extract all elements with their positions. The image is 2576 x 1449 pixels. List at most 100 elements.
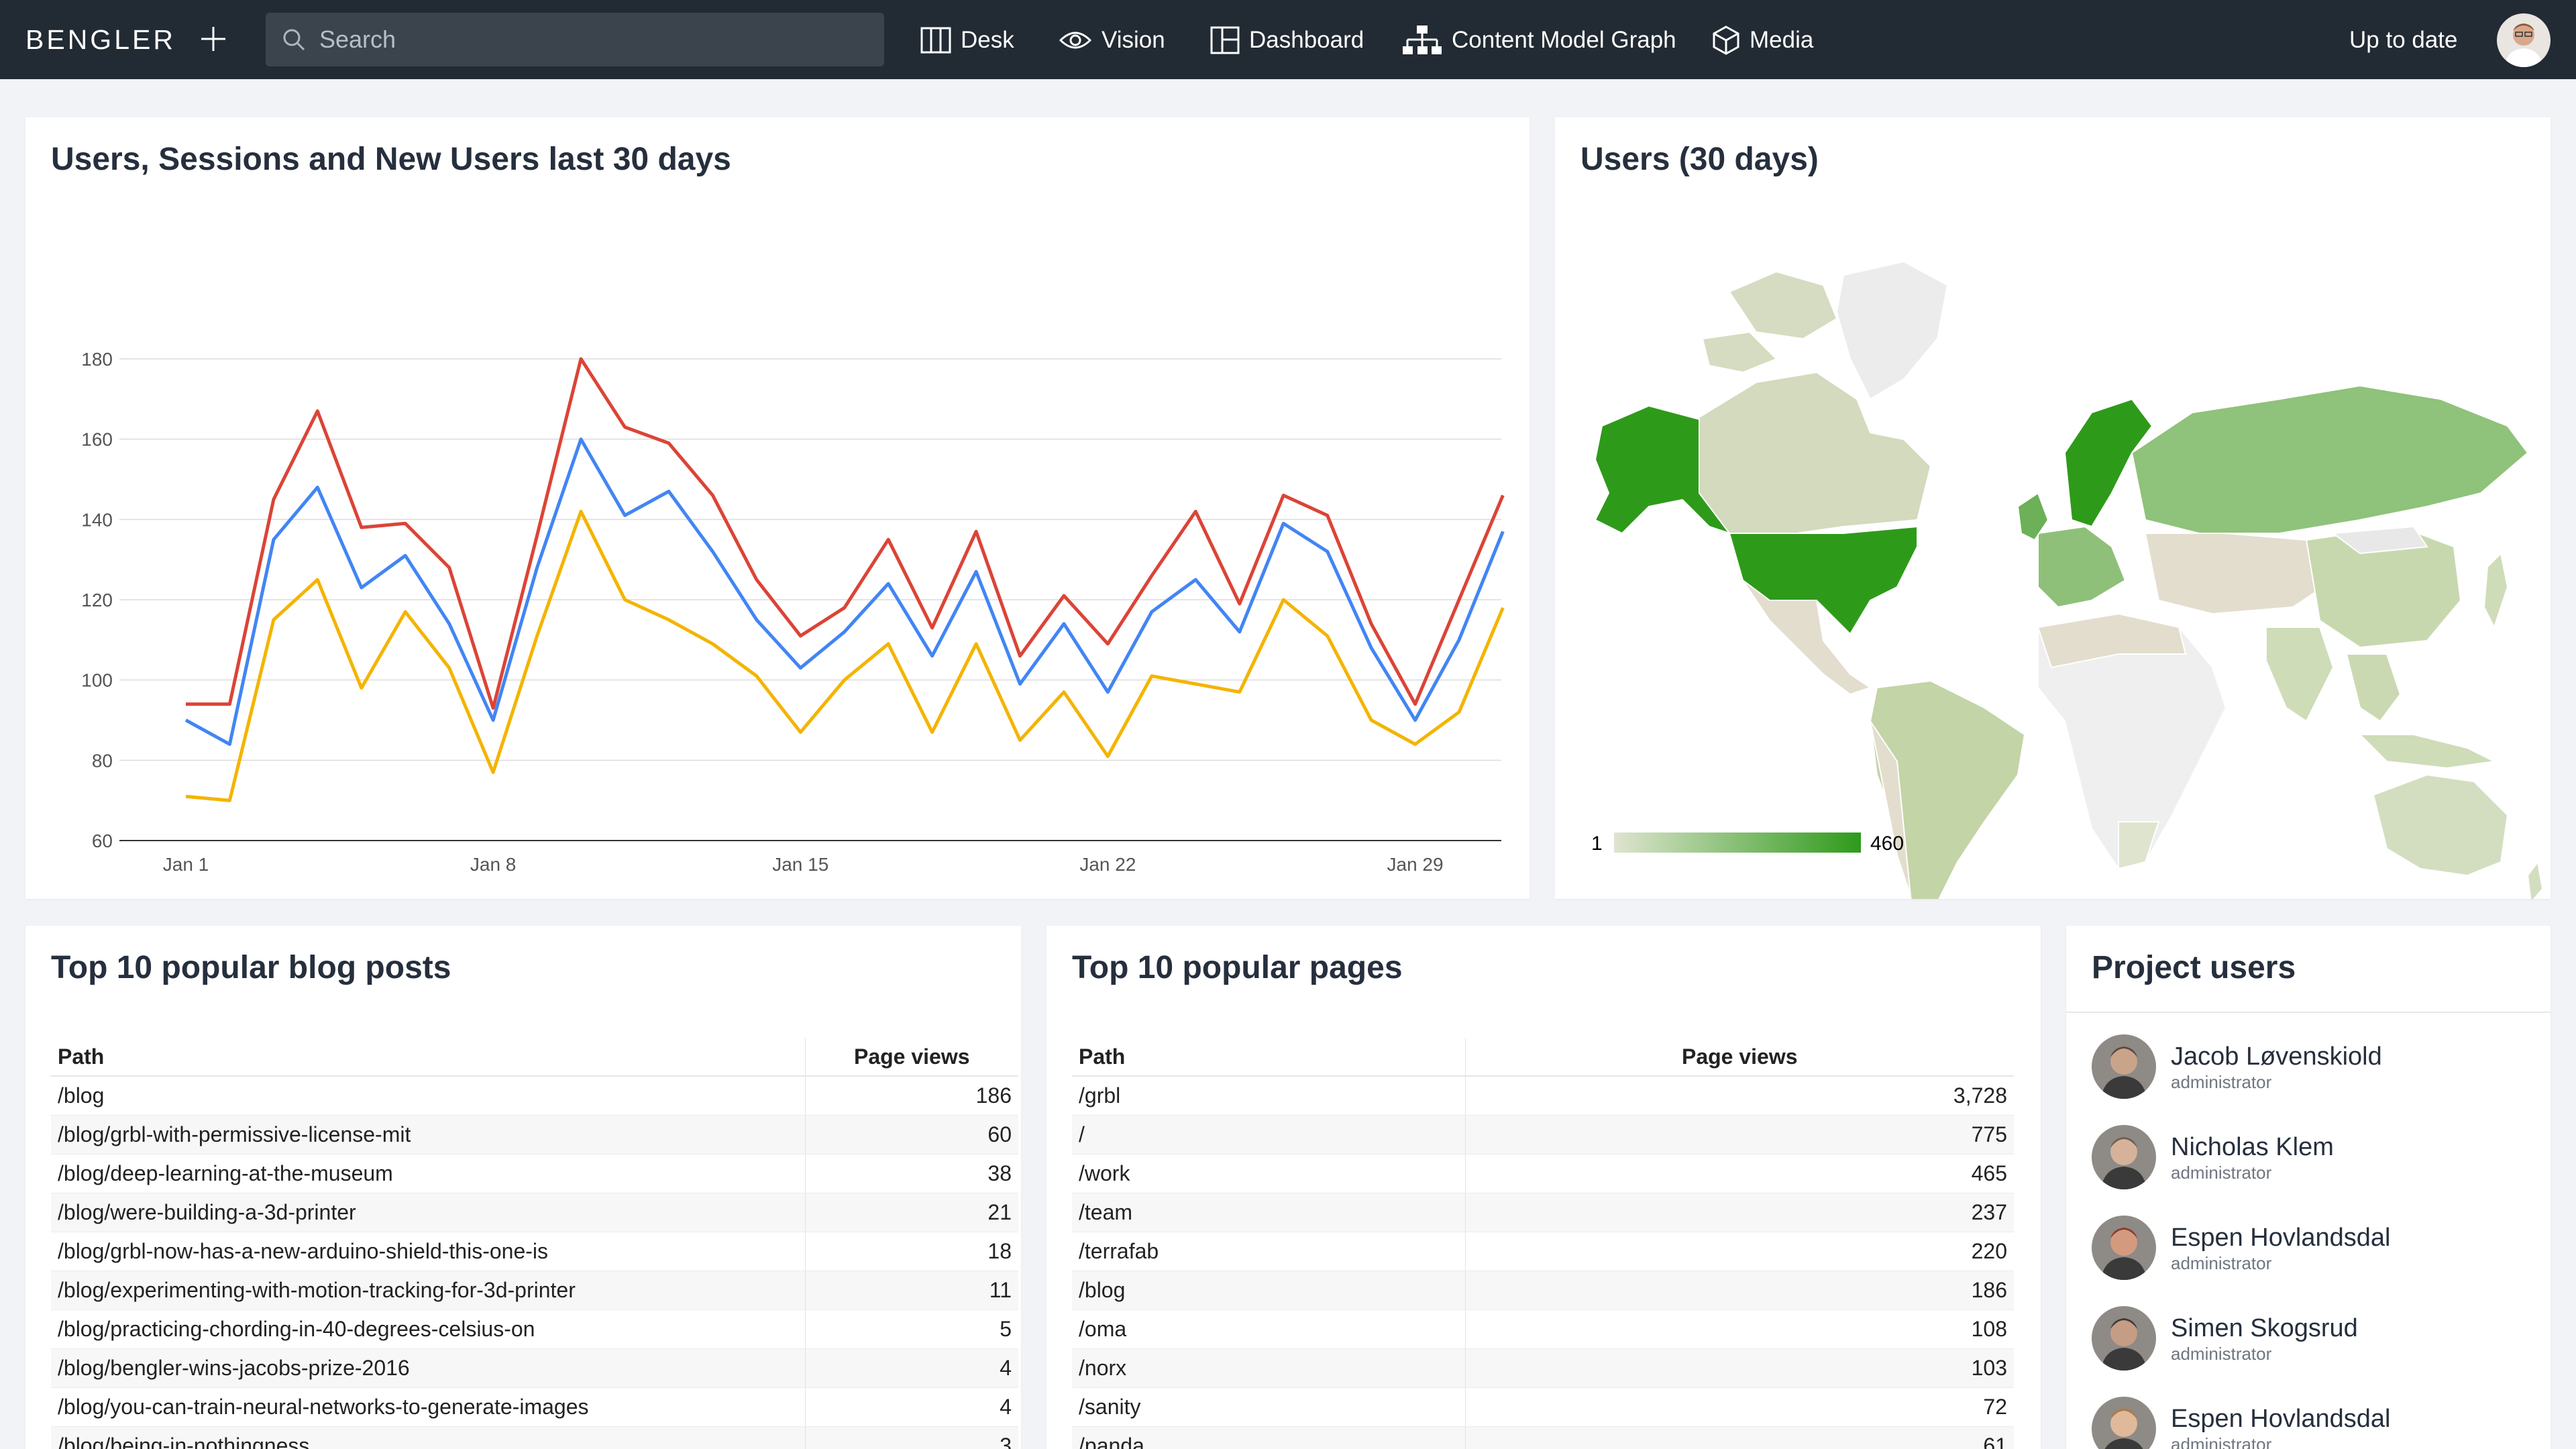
views-column-header[interactable]: Page views: [805, 1038, 1018, 1077]
views-column-header[interactable]: Page views: [1465, 1038, 2014, 1077]
user-list-item[interactable]: Jacob Løvenskiold administrator: [2092, 1033, 2382, 1100]
series-line-yellow[interactable]: [185, 509, 1505, 802]
map-region-japan: [2483, 551, 2509, 629]
table-row[interactable]: /grbl 3,728: [1072, 1076, 2014, 1116]
nav-content-model-graph-label: Content Model Graph: [1452, 27, 1676, 53]
map-region-russia: [2131, 384, 2529, 534]
path-column-header[interactable]: Path: [1072, 1038, 1466, 1077]
user-name: Nicholas Klem: [2171, 1133, 2334, 1161]
map-region-andes: [1870, 720, 1911, 896]
page-views-cell: 11: [805, 1271, 1018, 1310]
map-region-alaska: [1594, 405, 1731, 535]
pages-title: Top 10 popular pages: [1072, 950, 1403, 985]
page-views-cell: 103: [1465, 1348, 2014, 1388]
table-row[interactable]: /blog/being-in-nothingness 3: [51, 1426, 1018, 1449]
brand-logo[interactable]: BENGLER: [25, 24, 176, 55]
page-views-cell: 108: [1465, 1309, 2014, 1349]
map-region-canada: [1695, 371, 1932, 534]
blog-posts-title: Top 10 popular blog posts: [51, 950, 451, 985]
user-role: administrator: [2171, 1163, 2272, 1183]
users-map-card: Users (30 days): [1555, 117, 2551, 899]
map-region-usa: [1728, 525, 1918, 635]
project-users-card: Project users Jacob Løvenskiold administr…: [2066, 926, 2551, 1449]
sync-status: Up to date: [2349, 27, 2458, 53]
table-row[interactable]: /sanity 72: [1072, 1387, 2014, 1427]
nav-dashboard[interactable]: Dashboard: [1210, 20, 1364, 60]
path-cell: /blog/bengler-wins-jacobs-prize-2016: [51, 1348, 806, 1388]
page-views-cell: 18: [805, 1232, 1018, 1271]
path-cell: /panda: [1072, 1426, 1466, 1449]
page-views-cell: 3: [805, 1426, 1018, 1449]
nav-content-model-graph[interactable]: Content Model Graph: [1402, 20, 1676, 60]
page-views-cell: 21: [805, 1193, 1018, 1232]
table-row[interactable]: /blog/were-building-a-3d-printer 21: [51, 1193, 1018, 1232]
desk-icon: [920, 27, 951, 54]
top-pages-card: Top 10 popular pages Path Page views /gr…: [1046, 926, 2041, 1449]
path-cell: /blog/experimenting-with-motion-tracking…: [51, 1271, 806, 1310]
x-tick-label: Jan 1: [163, 854, 209, 875]
path-cell: /sanity: [1072, 1387, 1466, 1427]
map-title: Users (30 days): [1580, 142, 1819, 177]
series-line-red[interactable]: [186, 357, 1505, 710]
current-user-avatar[interactable]: [2497, 13, 2551, 67]
divider: [2066, 1012, 2551, 1013]
nav-desk[interactable]: Desk: [920, 20, 1014, 60]
y-tick-label: 160: [81, 429, 113, 450]
table-row[interactable]: /blog 186: [1072, 1271, 2014, 1310]
media-icon: [1713, 25, 1739, 55]
x-tick-label: Jan 15: [772, 854, 828, 875]
table-row[interactable]: /blog/deep-learning-at-the-museum 38: [51, 1154, 1018, 1193]
path-cell: /blog/were-building-a-3d-printer: [51, 1193, 806, 1232]
table-row[interactable]: /blog/bengler-wins-jacobs-prize-2016 4: [51, 1348, 1018, 1388]
table-row[interactable]: /blog/practicing-chording-in-40-degrees-…: [51, 1309, 1018, 1349]
top-navigation-bar: BENGLER Desk Vision Dashboard: [0, 0, 2576, 79]
map-legend-gradient: [1614, 833, 1861, 853]
nav-vision[interactable]: Vision: [1059, 20, 1165, 60]
table-row[interactable]: /work 465: [1072, 1154, 2014, 1193]
path-column-header[interactable]: Path: [51, 1038, 806, 1077]
y-tick-label: 100: [81, 670, 113, 691]
page-views-cell: 237: [1465, 1193, 2014, 1232]
search-icon: [283, 29, 305, 51]
x-tick-label: Jan 29: [1387, 854, 1444, 875]
avatar: [2092, 1397, 2156, 1449]
table-row[interactable]: /blog/grbl-with-permissive-license-mit 60: [51, 1115, 1018, 1155]
series-line-blue[interactable]: [184, 437, 1505, 746]
table-row[interactable]: /775: [1072, 1115, 2014, 1155]
path-cell: /blog: [1072, 1271, 1466, 1310]
table-row[interactable]: /panda 61: [1072, 1426, 2014, 1449]
path-cell: /blog/grbl-now-has-a-new-arduino-shield-…: [51, 1232, 806, 1271]
path-cell: /norx: [1072, 1348, 1466, 1388]
y-tick-label: 80: [92, 750, 113, 771]
table-row[interactable]: /blog/grbl-now-has-a-new-arduino-shield-…: [51, 1232, 1018, 1271]
map-legend-max: 460: [1870, 833, 1904, 855]
table-row[interactable]: /norx 103: [1072, 1348, 2014, 1388]
table-row[interactable]: /oma 108: [1072, 1309, 2014, 1349]
table-row[interactable]: /blog/experimenting-with-motion-tracking…: [51, 1271, 1018, 1310]
table-row[interactable]: /blog 186: [51, 1076, 1018, 1116]
user-list-item[interactable]: Espen Hovlandsdal administrator: [2092, 1214, 2390, 1281]
x-tick-label: Jan 22: [1079, 854, 1136, 875]
user-role: administrator: [2171, 1072, 2272, 1092]
nav-media[interactable]: Media: [1712, 20, 1813, 60]
y-tick-label: 60: [92, 830, 113, 851]
user-list-item[interactable]: Espen Hovlandsdal administrator: [2092, 1395, 2390, 1449]
table-row[interactable]: /terrafab 220: [1072, 1232, 2014, 1271]
create-new-button[interactable]: [195, 20, 232, 58]
table-row[interactable]: /team 237: [1072, 1193, 2014, 1232]
page-views-cell: 465: [1465, 1154, 2014, 1193]
graph-icon: [1403, 25, 1442, 54]
user-name: Espen Hovlandsdal: [2171, 1224, 2391, 1252]
search-input[interactable]: [319, 25, 869, 54]
page-views-cell: 775: [1465, 1115, 2014, 1155]
user-list-item[interactable]: Nicholas Klem administrator: [2092, 1124, 2334, 1191]
user-list-item[interactable]: Simen Skogsrud administrator: [2092, 1305, 2358, 1372]
project-users-title: Project users: [2092, 950, 2296, 985]
path-cell: /grbl: [1072, 1076, 1466, 1116]
search-box[interactable]: [266, 13, 884, 66]
chart-title: Users, Sessions and New Users last 30 da…: [51, 142, 731, 177]
path-cell: /blog/grbl-with-permissive-license-mit: [51, 1115, 806, 1155]
table-row[interactable]: /blog/you-can-train-neural-networks-to-g…: [51, 1387, 1018, 1427]
map-region-india: [2265, 627, 2334, 722]
map-region-south-africa: [2118, 821, 2160, 870]
